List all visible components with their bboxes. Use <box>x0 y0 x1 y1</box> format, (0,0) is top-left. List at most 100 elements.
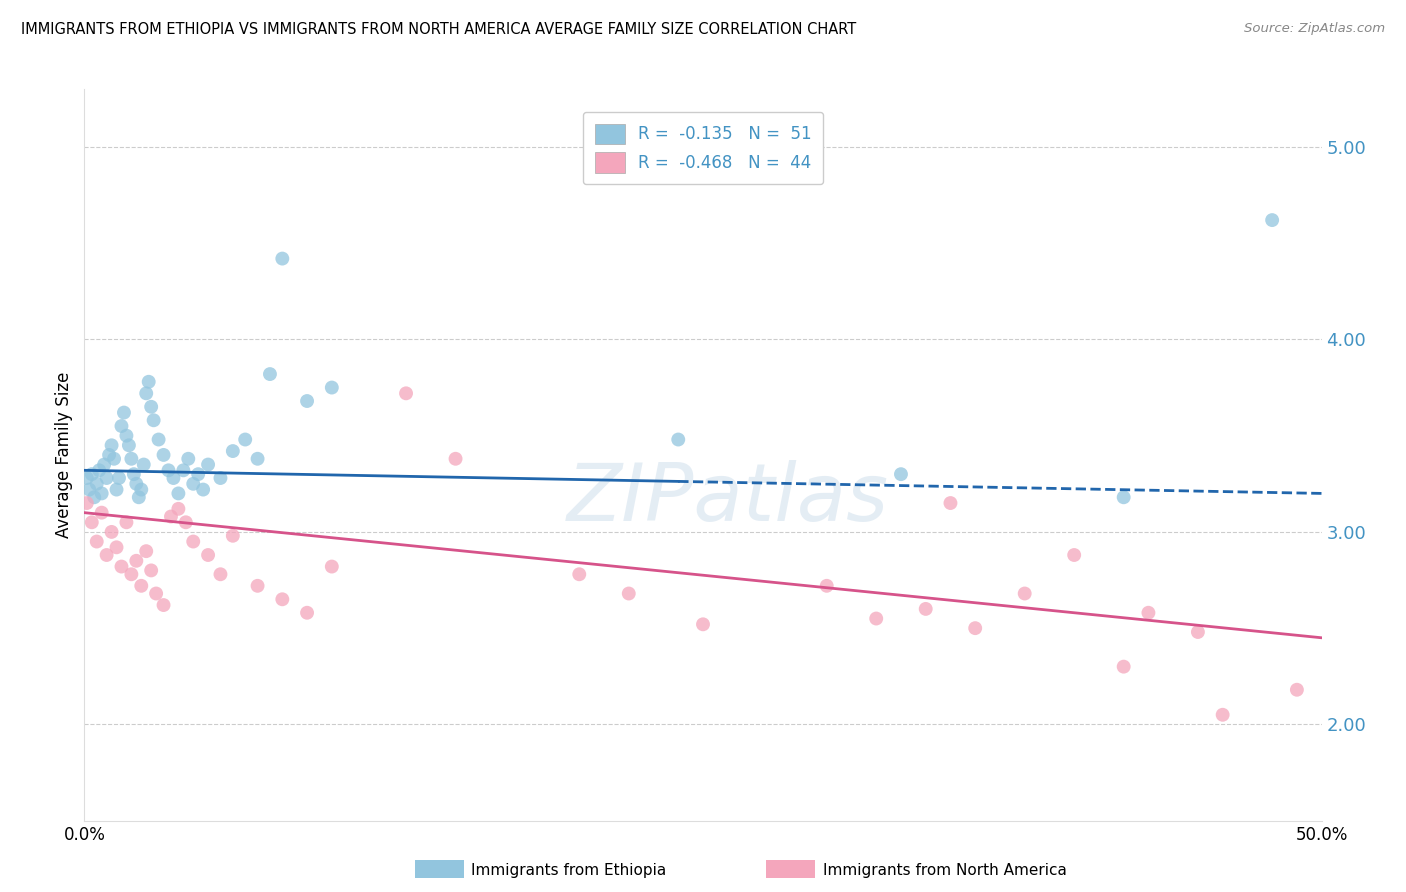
Point <box>80 516 103 530</box>
Text: ZIPatlas: ZIPatlas <box>567 459 889 538</box>
Point <box>1212 707 1234 722</box>
Point <box>108 471 131 485</box>
Point <box>1112 659 1135 673</box>
Point <box>174 516 197 530</box>
Point <box>259 367 281 381</box>
Point <box>222 444 245 458</box>
Point <box>105 541 128 555</box>
Point <box>83 490 105 504</box>
Point <box>965 621 987 635</box>
Point <box>129 483 152 497</box>
Point <box>135 544 157 558</box>
Point <box>76 496 98 510</box>
Point <box>118 438 141 452</box>
Point <box>142 413 165 427</box>
Point <box>865 611 887 625</box>
Point <box>103 451 125 466</box>
Point <box>1112 490 1135 504</box>
Point <box>295 394 318 409</box>
Point <box>209 567 232 582</box>
Point <box>1014 586 1036 600</box>
Point <box>80 467 103 482</box>
Point <box>295 606 318 620</box>
Point <box>100 524 122 539</box>
Point <box>89 463 111 477</box>
Point <box>321 559 343 574</box>
Point <box>93 458 115 472</box>
Point <box>246 451 269 466</box>
Point <box>172 463 194 477</box>
Point <box>914 602 936 616</box>
Legend: R =  -0.135   N =  51, R =  -0.468   N =  44: R = -0.135 N = 51, R = -0.468 N = 44 <box>583 112 823 185</box>
Text: Immigrants from Ethiopia: Immigrants from Ethiopia <box>471 863 666 878</box>
Point <box>1137 606 1160 620</box>
Point <box>148 433 170 447</box>
Point <box>145 586 167 600</box>
Point <box>138 375 160 389</box>
Text: IMMIGRANTS FROM ETHIOPIA VS IMMIGRANTS FROM NORTH AMERICA AVERAGE FAMILY SIZE CO: IMMIGRANTS FROM ETHIOPIA VS IMMIGRANTS F… <box>21 22 856 37</box>
Point <box>135 386 157 401</box>
Point <box>444 451 467 466</box>
Point <box>222 529 245 543</box>
Point <box>86 476 108 491</box>
Point <box>141 400 163 414</box>
Point <box>162 471 184 485</box>
Point <box>105 483 128 497</box>
Point <box>181 534 204 549</box>
Point <box>128 490 150 504</box>
Point <box>321 380 343 394</box>
Point <box>197 458 219 472</box>
Point <box>112 406 135 420</box>
Point <box>617 586 640 600</box>
Point <box>197 548 219 562</box>
Point <box>209 471 232 485</box>
Point <box>76 471 98 485</box>
Point <box>96 471 118 485</box>
Point <box>79 483 101 497</box>
Point <box>141 563 163 577</box>
Point <box>1285 682 1308 697</box>
Point <box>939 496 962 510</box>
Point <box>125 476 148 491</box>
Point <box>129 579 152 593</box>
Point <box>271 252 294 266</box>
Point <box>177 451 200 466</box>
Point <box>395 386 418 401</box>
Point <box>110 559 132 574</box>
Point <box>246 579 269 593</box>
Point <box>132 458 155 472</box>
Point <box>110 419 132 434</box>
Point <box>692 617 714 632</box>
Point <box>167 486 190 500</box>
Point <box>152 448 174 462</box>
Point <box>98 448 121 462</box>
Point <box>120 567 142 582</box>
Point <box>815 579 838 593</box>
Point <box>187 467 209 482</box>
Point <box>160 509 183 524</box>
Point <box>191 483 214 497</box>
Point <box>100 438 122 452</box>
Point <box>152 598 174 612</box>
Point <box>1187 625 1209 640</box>
Point <box>666 433 689 447</box>
Point <box>96 548 118 562</box>
Y-axis label: Average Family Size: Average Family Size <box>55 372 73 538</box>
Point <box>90 486 112 500</box>
Point <box>167 501 190 516</box>
Point <box>120 451 142 466</box>
Point <box>568 567 591 582</box>
Point <box>157 463 180 477</box>
Point <box>233 433 256 447</box>
Point <box>1261 213 1284 227</box>
Point <box>271 592 294 607</box>
Point <box>90 506 112 520</box>
Point <box>890 467 912 482</box>
Text: Immigrants from North America: Immigrants from North America <box>823 863 1066 878</box>
Point <box>122 467 145 482</box>
Point <box>115 516 138 530</box>
Text: Source: ZipAtlas.com: Source: ZipAtlas.com <box>1244 22 1385 36</box>
Point <box>181 476 204 491</box>
Point <box>86 534 108 549</box>
Point <box>115 428 138 442</box>
